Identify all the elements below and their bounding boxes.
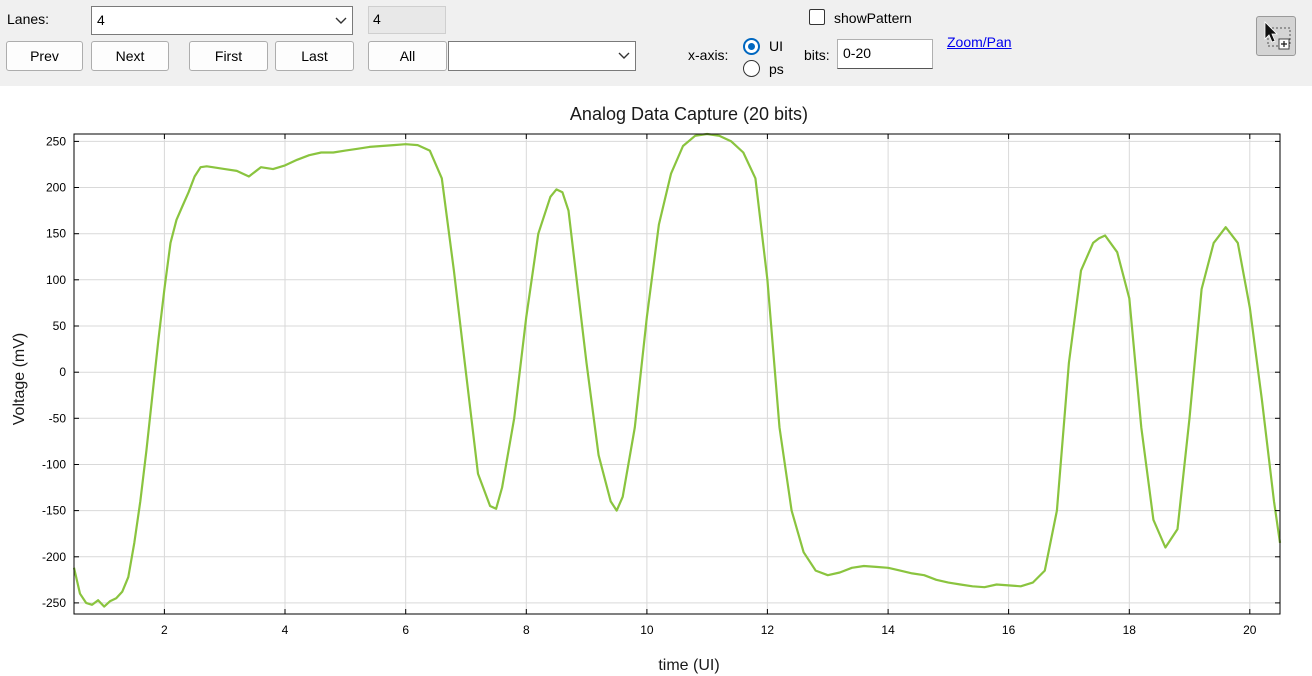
x-tick-label: 20: [1243, 623, 1257, 637]
y-tick-label: -250: [42, 596, 66, 610]
zoom-pan-link[interactable]: Zoom/Pan: [947, 34, 1012, 50]
x-axis-label: time (UI): [658, 657, 719, 674]
lanes-select-value: 4: [97, 12, 105, 28]
x-tick-label: 12: [761, 623, 775, 637]
x-tick-label: 10: [640, 623, 654, 637]
lane-readout: 4: [368, 6, 446, 34]
y-tick-label: -200: [42, 550, 66, 564]
last-button[interactable]: Last: [275, 41, 354, 71]
y-axis-label: Voltage (mV): [11, 333, 28, 425]
x-tick-label: 6: [402, 623, 409, 637]
x-tick-label: 2: [161, 623, 168, 637]
xaxis-ps-label: ps: [769, 61, 784, 77]
chevron-down-icon: [335, 17, 347, 24]
chart-title: Analog Data Capture (20 bits): [570, 104, 808, 124]
analog-capture-chart: Analog Data Capture (20 bits) time (UI) …: [11, 104, 1282, 674]
y-tick-label: 250: [46, 134, 66, 148]
x-tick-label: 18: [1123, 623, 1137, 637]
select-zoom-icon: [1264, 21, 1291, 50]
voltage-trace-line: [72, 132, 1282, 608]
all-button[interactable]: All: [368, 41, 447, 71]
bits-input[interactable]: 0-20: [837, 39, 933, 69]
y-tick-label: 200: [46, 181, 66, 195]
select-zoom-button[interactable]: [1256, 16, 1296, 56]
toolbar: Lanes: 4 4 Prev Next First Last All x-ax…: [0, 0, 1312, 86]
plot-frame: [73, 133, 1281, 615]
x-tick-label: 4: [282, 623, 289, 637]
y-tick-label: 0: [59, 365, 66, 379]
y-tick-label: -50: [49, 411, 67, 425]
x-tick-label: 8: [523, 623, 530, 637]
series-layer: [72, 132, 1282, 608]
x-tick-label: 14: [881, 623, 895, 637]
y-tick-label: 150: [46, 227, 66, 241]
x-tick-label: 16: [1002, 623, 1016, 637]
bits-input-value: 0-20: [843, 45, 872, 61]
y-tick-label: 100: [46, 273, 66, 287]
show-pattern-checkbox[interactable]: [809, 9, 825, 25]
show-pattern-label: showPattern: [834, 10, 912, 26]
all-select[interactable]: [448, 41, 636, 71]
chevron-down-icon: [618, 52, 630, 59]
bits-label: bits:: [804, 47, 830, 63]
y-tick-label: 50: [53, 319, 67, 333]
prev-button[interactable]: Prev: [6, 41, 83, 71]
ticks: 2 4 6 8 10 12 14 16 18 20 250 200 150 100 50 0 -50 -100 -1…: [42, 134, 1280, 637]
lanes-select[interactable]: 4: [91, 6, 353, 35]
xaxis-ui-label: UI: [769, 38, 783, 54]
grid: [74, 134, 1280, 614]
lanes-label: Lanes:: [7, 11, 50, 27]
next-button[interactable]: Next: [91, 41, 169, 71]
y-tick-label: -100: [42, 458, 66, 472]
xaxis-ui-radio[interactable]: [743, 38, 760, 55]
lane-readout-value: 4: [373, 11, 381, 27]
xaxis-ps-radio[interactable]: [743, 60, 760, 77]
y-tick-label: -150: [42, 504, 66, 518]
xaxis-label: x-axis:: [688, 47, 729, 63]
first-button[interactable]: First: [189, 41, 268, 71]
